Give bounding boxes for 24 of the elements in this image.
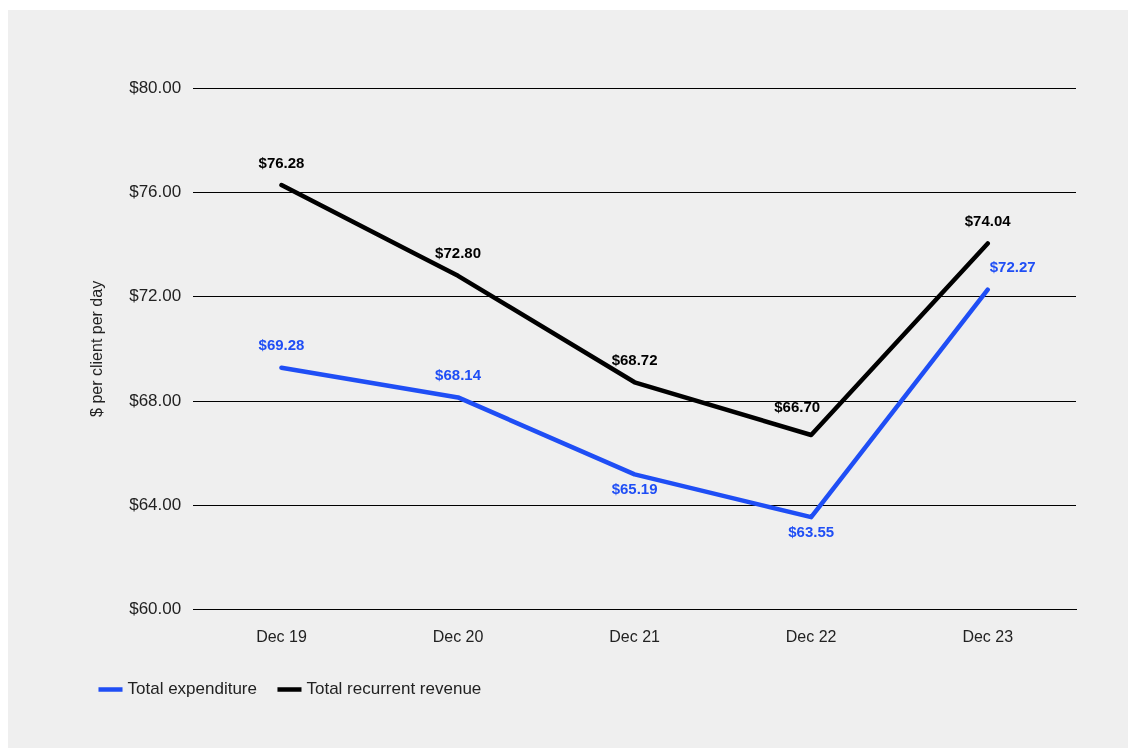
data-label: $68.14 [435, 366, 482, 384]
legend-label: Total recurrent revenue [306, 679, 482, 699]
x-tick-label: Dec 21 [609, 627, 661, 645]
y-tick-label: $60.00 [129, 599, 182, 619]
data-label: $65.19 [611, 480, 658, 498]
y-tick-label: $68.00 [129, 390, 182, 410]
legend-label: Total expenditure [127, 679, 257, 699]
data-label: $63.55 [788, 522, 835, 540]
x-tick-label: Dec 23 [962, 627, 1014, 645]
data-label: $76.28 [258, 153, 305, 171]
y-tick-label: $72.00 [129, 286, 182, 306]
y-tick-label: $76.00 [129, 182, 182, 202]
data-label: $66.70 [774, 397, 821, 415]
data-label: $74.04 [964, 212, 1012, 230]
x-tick-label: Dec 19 [256, 627, 307, 645]
data-label: $72.27 [989, 258, 1036, 276]
y-axis-title: $ per client per day [88, 280, 106, 417]
data-label: $72.80 [435, 244, 481, 262]
data-label: $68.72 [611, 350, 658, 368]
y-tick-label: $64.00 [129, 495, 182, 515]
x-tick-label: Dec 22 [785, 627, 837, 645]
x-tick-label: Dec 20 [432, 627, 484, 645]
y-tick-label: $80.00 [129, 77, 182, 97]
data-label: $69.28 [258, 336, 305, 354]
